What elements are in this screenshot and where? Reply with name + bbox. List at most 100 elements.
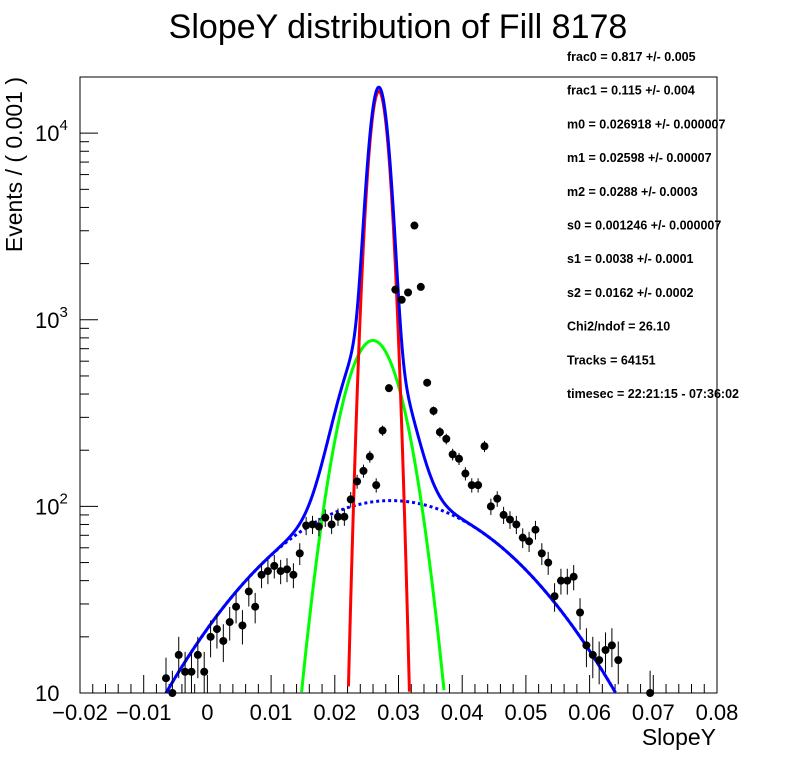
data-point: [563, 576, 572, 585]
data-point: [588, 650, 597, 659]
fit-parameter-label: s1 = 0.0038 +/- 0.0001: [567, 252, 694, 266]
data-point: [493, 494, 502, 503]
data-point: [595, 656, 604, 665]
fit-parameter-label: timesec = 22:21:15 - 07:36:02: [567, 387, 739, 401]
data-point: [295, 549, 304, 558]
data-point: [429, 406, 438, 415]
x-tick-label: 0.06: [568, 700, 611, 725]
y-tick-label: 104: [35, 117, 68, 146]
data-point: [582, 641, 591, 650]
data-point: [359, 466, 368, 475]
y-axis-label: Events / ( 0.001 ): [1, 77, 27, 252]
x-tick-label: 0.08: [696, 700, 739, 725]
data-point: [321, 513, 330, 522]
data-point: [576, 608, 585, 617]
data-point: [263, 567, 272, 576]
data-point: [384, 384, 393, 393]
data-point: [340, 512, 349, 521]
data-point: [212, 625, 221, 634]
fit-parameters: frac0 = 0.817 +/- 0.005 frac1 = 0.115 +/-…: [567, 50, 739, 401]
data-point: [416, 282, 425, 291]
fit-parameter-label: m1 = 0.02598 +/- 0.00007: [567, 151, 712, 165]
data-point: [206, 632, 215, 641]
data-point: [404, 288, 413, 297]
data-point: [161, 674, 170, 683]
fit-parameter-label: m0 = 0.026918 +/- 0.000007: [567, 117, 726, 131]
data-point: [365, 452, 374, 461]
data-point: [378, 426, 387, 435]
data-point: [410, 221, 419, 230]
data-points: [161, 221, 655, 697]
data-point: [550, 592, 559, 601]
fit-parameter-label: frac0 = 0.817 +/- 0.005: [567, 50, 696, 64]
data-point: [200, 667, 209, 676]
data-point: [544, 558, 553, 567]
data-point: [314, 522, 323, 531]
x-tick-labels: −0.02 −0.01 0 0.01 0.02 0.03 0.04 0.05 0.06 0.07 0…: [52, 700, 738, 725]
fit-curve-gaussian-0: [346, 89, 411, 692]
data-point: [327, 520, 336, 529]
data-point: [505, 515, 514, 524]
data-point: [372, 481, 381, 490]
data-point: [646, 689, 655, 697]
data-point: [455, 454, 464, 463]
x-tick-label: 0.02: [313, 700, 356, 725]
data-point: [238, 621, 247, 630]
y-tick-label: 10: [35, 681, 59, 706]
data-point: [187, 667, 196, 676]
x-tick-label: 0: [201, 700, 213, 725]
data-point: [480, 442, 489, 451]
data-point: [168, 689, 177, 697]
axis-ticks: [79, 76, 718, 694]
data-point: [346, 495, 355, 504]
data-point: [174, 650, 183, 659]
data-point: [525, 537, 534, 546]
x-tick-label: 0.04: [441, 700, 484, 725]
y-tick-label: 102: [35, 490, 68, 519]
x-axis-label: SlopeY: [642, 724, 716, 750]
data-point: [569, 572, 578, 581]
data-point: [614, 656, 623, 665]
data-point: [442, 434, 451, 443]
data-point: [193, 650, 202, 659]
data-point: [474, 481, 483, 490]
data-point: [601, 645, 610, 654]
data-point: [232, 602, 241, 611]
data-point: [302, 521, 311, 530]
data-point: [461, 469, 470, 478]
data-point: [486, 502, 495, 511]
data-point: [333, 512, 342, 521]
fit-parameter-label: m2 = 0.0288 +/- 0.0003: [567, 185, 698, 199]
data-point: [276, 567, 285, 576]
chart-title: SlopeY distribution of Fill 8178: [169, 8, 628, 46]
x-tick-label: −0.01: [116, 700, 172, 725]
data-point: [391, 285, 400, 294]
data-point: [283, 565, 292, 574]
data-point: [423, 378, 432, 387]
data-point: [181, 667, 190, 676]
x-tick-label: 0.03: [377, 700, 420, 725]
x-tick-label: −0.02: [52, 700, 108, 725]
data-point: [397, 295, 406, 304]
data-point: [308, 520, 317, 529]
data-point: [435, 428, 444, 437]
data-point: [251, 602, 260, 611]
x-tick-label: 0.01: [250, 700, 293, 725]
data-point: [257, 570, 266, 579]
fit-parameter-label: Tracks = 64151: [567, 353, 656, 367]
data-point: [244, 587, 253, 596]
data-point: [537, 549, 546, 558]
x-tick-label: 0.05: [504, 700, 547, 725]
data-point: [353, 477, 362, 486]
data-point: [448, 450, 457, 459]
fit-parameter-label: frac1 = 0.115 +/- 0.004: [567, 84, 695, 98]
y-tick-label: 103: [35, 304, 68, 333]
data-point: [607, 641, 616, 650]
x-tick-label: 0.07: [632, 700, 675, 725]
data-point: [556, 576, 565, 585]
data-point: [289, 570, 298, 579]
fit-parameter-label: Chi2/ndof = 26.10: [567, 320, 670, 334]
data-point: [531, 525, 540, 534]
